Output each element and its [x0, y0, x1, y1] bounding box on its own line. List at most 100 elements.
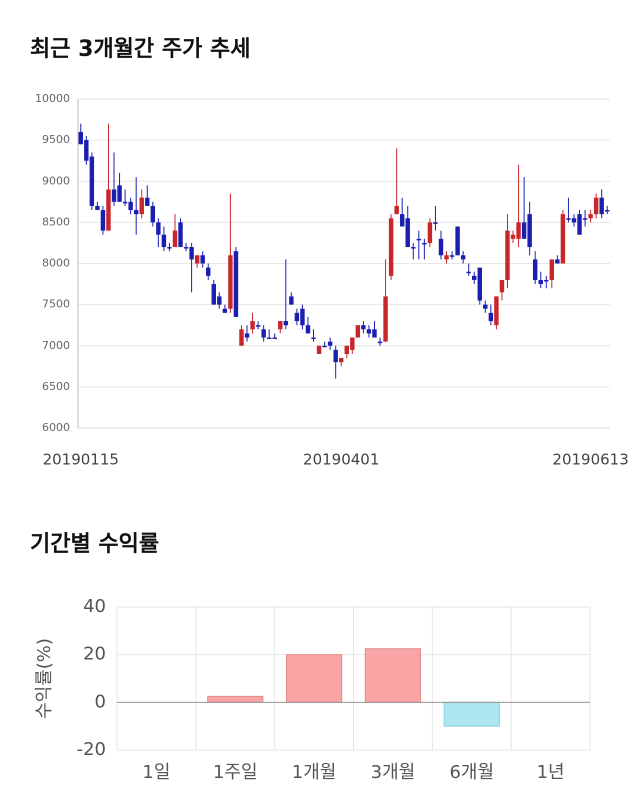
candle-body [106, 189, 111, 231]
candle-body [350, 337, 355, 350]
candle-body [405, 218, 410, 248]
candle-body [377, 341, 383, 344]
candle-body [566, 218, 571, 220]
candle-body [122, 201, 128, 204]
y-axis-label: 수익률(%) [34, 638, 55, 719]
candle-body [161, 234, 167, 248]
candle-body [339, 358, 344, 363]
candle-body [211, 284, 216, 305]
candle-body [167, 247, 172, 249]
candle-body [145, 197, 150, 206]
candle-body [178, 222, 183, 248]
candle-body [266, 337, 272, 340]
candle-body [300, 308, 305, 326]
candle-body [361, 325, 366, 330]
candle-body [100, 210, 106, 231]
candle-body [449, 255, 455, 257]
candle-body [460, 255, 466, 260]
candle-body [95, 205, 100, 211]
candle-body [316, 345, 322, 354]
candle-body [588, 214, 593, 219]
candle-body [217, 296, 222, 305]
candle-body [516, 222, 521, 239]
candle-body [488, 312, 494, 322]
candle-body [150, 205, 156, 223]
candle-body [133, 210, 139, 215]
candle-body [438, 238, 444, 256]
candle-body [505, 230, 510, 280]
candle-body [372, 329, 377, 338]
candle-body [521, 222, 527, 239]
candle-body [305, 325, 311, 334]
candle-body [139, 197, 144, 215]
y-tick-label: 7000 [42, 339, 70, 352]
candle-body [472, 275, 477, 280]
y-tick-label: 6500 [42, 380, 70, 393]
candle-body [183, 247, 189, 249]
candle-body [527, 214, 532, 248]
candle-body [433, 222, 438, 224]
bar [443, 701, 500, 727]
candle-body [89, 156, 95, 206]
candle-body [228, 255, 233, 309]
bar [285, 654, 343, 703]
candle-body [388, 218, 394, 276]
candle-body [411, 247, 416, 249]
candle-body [172, 230, 178, 248]
candle-body [427, 222, 433, 243]
candle-body [233, 251, 239, 317]
candle-body [483, 304, 488, 309]
candle-body [582, 218, 588, 220]
candle-body [455, 226, 460, 256]
candle-body [289, 296, 294, 305]
x-tick-label: 1개월 [292, 762, 337, 783]
candle-body [416, 238, 422, 241]
candle-body [532, 259, 538, 280]
x-tick-label: 20190401 [303, 451, 379, 469]
candle-body [294, 312, 300, 322]
x-tick-label: 1년 [537, 762, 565, 783]
candle-body [222, 308, 228, 313]
candle-body [194, 255, 200, 264]
candle-body [499, 279, 505, 293]
chart-title: 기간별 수익률 [30, 532, 159, 557]
y-tick-label: -20 [77, 739, 106, 760]
candle-body [344, 345, 349, 354]
candle-body [244, 333, 250, 338]
chart-title: 최근 3개월간 주가 추세 [30, 37, 250, 62]
candle-body [560, 214, 566, 264]
candle-body [383, 296, 388, 342]
candle-body [605, 210, 610, 212]
candle-body [250, 321, 255, 330]
candle-body [555, 259, 560, 264]
candle-body [577, 214, 582, 235]
bar [207, 695, 264, 703]
x-tick-label: 1주일 [213, 762, 258, 783]
candle-body [599, 197, 604, 215]
bar [364, 648, 422, 703]
candle-body [200, 255, 205, 264]
candle-body [477, 267, 482, 301]
candle-body [444, 255, 449, 260]
candle-body [327, 341, 333, 346]
candle-body [399, 214, 405, 227]
candle-body [394, 205, 399, 215]
candle-body [494, 296, 499, 326]
y-tick-label: 9500 [42, 133, 70, 146]
candle-body [593, 197, 599, 215]
candle-body [117, 185, 122, 202]
candle-body [510, 234, 516, 239]
y-tick-label: 8000 [42, 257, 70, 270]
candle-body [466, 271, 471, 274]
candle-body [255, 325, 261, 327]
candle-body [278, 321, 283, 330]
candle-body [366, 329, 372, 334]
x-tick-label: 6개월 [449, 762, 494, 783]
candle-body [333, 349, 338, 363]
x-tick-label: 3개월 [371, 762, 416, 783]
candle-body [78, 131, 83, 145]
candle-body [355, 325, 361, 338]
candle-body [322, 345, 327, 348]
candle-body [538, 279, 543, 285]
y-tick-label: 10000 [35, 92, 70, 105]
